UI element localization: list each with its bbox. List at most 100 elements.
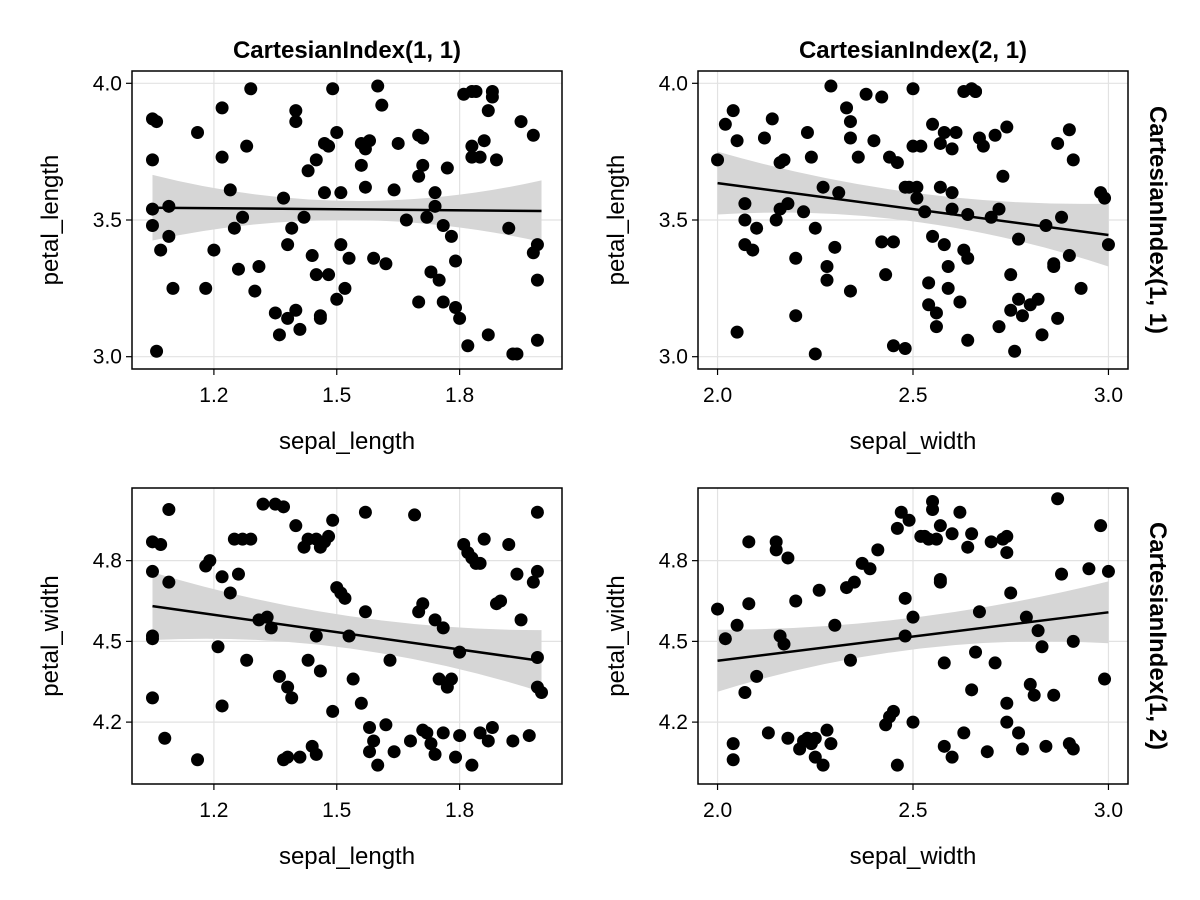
data-point [248, 284, 262, 298]
data-point [777, 153, 791, 167]
data-point [305, 249, 319, 263]
data-point [412, 295, 426, 309]
data-point [510, 567, 524, 581]
data-point [875, 90, 889, 104]
data-point [972, 605, 986, 619]
data-point [420, 210, 434, 224]
data-point [765, 112, 779, 126]
data-point [898, 591, 912, 605]
data-point [289, 115, 303, 129]
data-point [984, 210, 998, 224]
data-point [718, 117, 732, 131]
data-point [965, 527, 979, 541]
data-point [342, 251, 356, 265]
y-tick-label: 3.5 [93, 209, 122, 232]
data-point [289, 519, 303, 533]
x-tick-label: 1.5 [322, 799, 351, 822]
data-point [526, 246, 540, 260]
data-point [530, 651, 544, 665]
data-point [326, 82, 340, 96]
data-point [1004, 303, 1018, 317]
data-point [367, 734, 381, 748]
data-point [898, 629, 912, 643]
data-point [1012, 232, 1026, 246]
data-point [346, 672, 360, 686]
data-point [929, 320, 943, 334]
data-point [945, 142, 959, 156]
y-tick-label: 3.0 [659, 346, 688, 369]
data-point [828, 240, 842, 254]
data-point [289, 303, 303, 317]
data-point [961, 540, 975, 554]
data-point [231, 262, 245, 276]
data-point [1000, 529, 1014, 543]
axes-frame [131, 487, 563, 785]
data-point [820, 273, 834, 287]
data-point [481, 328, 495, 342]
data-point [789, 309, 803, 323]
data-point [428, 199, 442, 213]
data-point [408, 508, 422, 522]
data-point [953, 295, 967, 309]
data-point [477, 134, 491, 148]
x-tick-label: 1.5 [322, 384, 351, 407]
data-point [953, 505, 967, 519]
data-point [1031, 624, 1045, 638]
data-point [215, 699, 229, 713]
data-point [945, 186, 959, 200]
data-point [416, 597, 430, 611]
data-point [781, 731, 795, 745]
data-point [1047, 259, 1061, 273]
data-point [875, 235, 889, 249]
data-point [961, 208, 975, 222]
data-point [1051, 311, 1065, 325]
data-point [317, 186, 331, 200]
data-point [1031, 292, 1045, 306]
x-axis-label: sepal_width [850, 843, 977, 870]
data-point [1000, 546, 1014, 560]
data-point [797, 205, 811, 219]
data-point [843, 284, 857, 298]
data-point [244, 82, 258, 96]
data-point [781, 197, 795, 211]
data-point [506, 734, 520, 748]
data-point [914, 139, 928, 153]
data-point [1055, 210, 1069, 224]
data-point [929, 306, 943, 320]
data-point [894, 505, 908, 519]
data-point [976, 139, 990, 153]
data-point [937, 126, 951, 140]
data-point [309, 268, 323, 282]
data-point [481, 104, 495, 118]
data-point [227, 221, 241, 235]
data-point [1098, 672, 1112, 686]
data-point [530, 505, 544, 519]
data-point [1074, 281, 1088, 295]
data-point [436, 621, 450, 635]
data-point [416, 131, 430, 145]
data-point [191, 126, 205, 140]
data-point [1051, 136, 1065, 150]
data-point [1051, 492, 1065, 506]
data-point [871, 543, 885, 557]
data-point [847, 575, 861, 589]
data-point [984, 535, 998, 549]
data-point [922, 276, 936, 290]
panel-3: 1.2 1.5 1.8 4.2 4.5 4.8 sepal_length petal_widt… [37, 487, 563, 870]
data-point [1004, 586, 1018, 600]
data-point [1000, 715, 1014, 729]
data-point [1039, 218, 1053, 232]
panel-1: 1.2 1.5 1.8 3.0 3.5 4.0 sepal_length petal_leng… [37, 37, 563, 455]
data-point [514, 613, 528, 627]
data-point [1094, 519, 1108, 533]
data-point [207, 243, 221, 257]
data-point [150, 344, 164, 358]
data-point [886, 235, 900, 249]
y-tick-label: 4.0 [93, 72, 122, 95]
data-point [449, 300, 463, 314]
data-point [444, 229, 458, 243]
data-point [145, 632, 159, 646]
x-tick-label: 3.0 [1094, 799, 1123, 822]
data-point [933, 519, 947, 533]
